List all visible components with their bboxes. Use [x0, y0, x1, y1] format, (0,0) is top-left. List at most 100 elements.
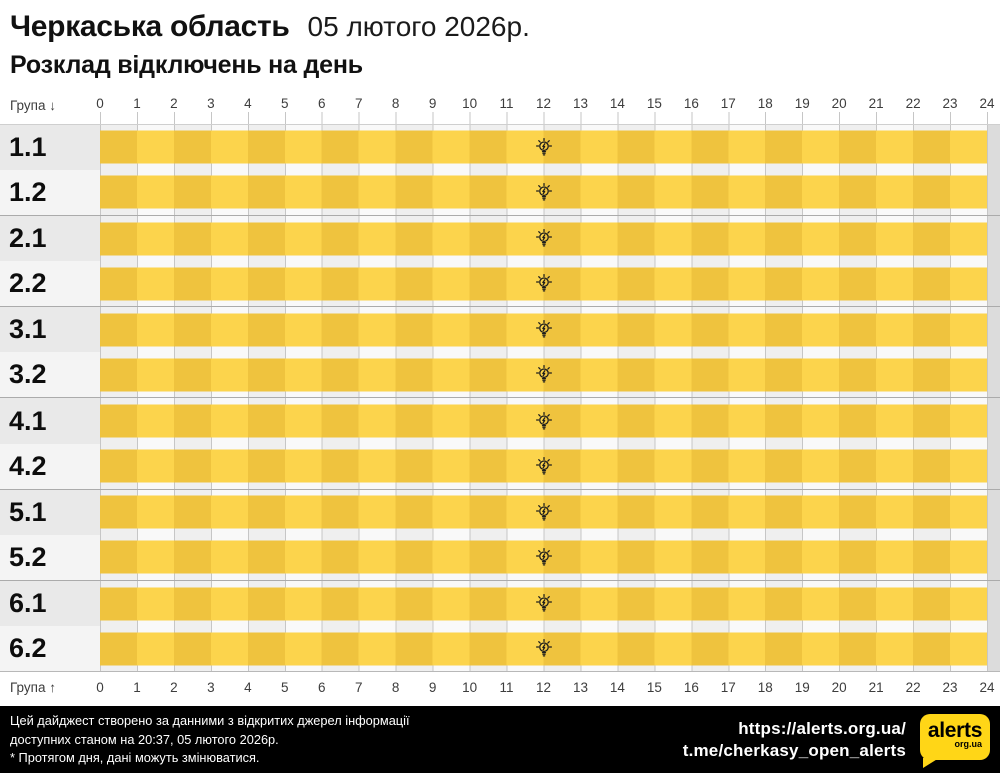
hour-tick-label: 2 [170, 680, 178, 696]
hour-tick-label: 3 [207, 95, 215, 111]
power-on-bar [100, 495, 987, 529]
hour-tick-label: 5 [281, 95, 289, 111]
hour-tick-label: 3 [207, 680, 215, 696]
hour-tick-label: 19 [794, 95, 810, 111]
lightbulb-icon [535, 319, 553, 340]
hour-tick-label: 5 [281, 680, 289, 696]
group-row: 6.2 [0, 626, 1000, 672]
group-label: 5.1 [0, 489, 100, 535]
timeline-track [100, 307, 987, 353]
timeline-track [100, 169, 987, 215]
group-label: 2.1 [0, 215, 100, 262]
hour-ticks [100, 111, 988, 124]
power-on-bar [100, 404, 987, 438]
hour-tick-label: 7 [354, 95, 363, 111]
group-row: 4.2 [0, 443, 1000, 490]
date-label: 05 лютого 2026р. [307, 11, 530, 42]
power-on-bar [100, 267, 987, 301]
lightbulb-icon [535, 502, 553, 523]
hour-tick-label: 9 [428, 95, 437, 111]
power-on-bar [100, 449, 987, 483]
group-label: 3.1 [0, 307, 100, 353]
hour-tick-label: 10 [462, 95, 478, 111]
page-subtitle: Розклад відключень на день [10, 51, 363, 79]
hour-tick-label: 16 [683, 95, 699, 111]
timeline-track [100, 398, 987, 444]
hour-tick-label: 4 [244, 680, 252, 696]
group-row: 2.1 [0, 215, 1000, 262]
power-on-bar [100, 130, 987, 164]
power-on-bar [100, 587, 987, 620]
hour-tick-label: 17 [720, 680, 736, 696]
telegram-url: t.me/cherkasy_open_alerts [682, 740, 906, 760]
hour-tick-label: 15 [646, 95, 662, 111]
alerts-logo: alerts org.ua [920, 713, 990, 768]
hour-tick-label: 14 [609, 680, 625, 696]
lightbulb-icon [535, 182, 553, 203]
power-on-bar [100, 540, 987, 574]
hour-tick-label: 23 [942, 95, 958, 111]
page-header: Черкаська область 05 лютого 2026р. Розкл… [0, 0, 1000, 96]
lightbulb-icon [535, 273, 553, 294]
group-row: 4.1 [0, 398, 1000, 444]
hour-tick-label: 24 [979, 680, 995, 696]
footer-note-line2: доступних станом на 20:37, 05 лютого 202… [10, 731, 279, 747]
group-label: 4.1 [0, 398, 100, 444]
hour-tick-label: 22 [905, 680, 921, 696]
timeline-track [100, 215, 987, 262]
speech-bubble-icon: alerts org.ua [920, 713, 990, 768]
hour-tick-label: 20 [831, 680, 847, 696]
group-row: 5.1 [0, 489, 1000, 535]
group-label: 1.2 [0, 169, 100, 215]
group-row: 3.1 [0, 307, 1000, 353]
footer: Цей дайджест створено за данними з відкр… [0, 706, 1000, 773]
schedule-rows: 1.1 [0, 124, 1000, 672]
hour-tick-label: 9 [428, 680, 437, 696]
logo-subtext: org.ua [954, 738, 982, 749]
power-on-bar [100, 632, 987, 666]
hour-tick-label: 20 [831, 95, 847, 111]
hour-labels-bottom: 0 1 2 3 4 5 6 7 8 9 10 11 12 13 14 15 16 17 18 19 20 21 22 23 24 [96, 672, 994, 706]
hour-tick-label: 1 [133, 95, 141, 111]
timeline-track [100, 534, 987, 580]
group-label: 6.1 [0, 580, 100, 627]
power-on-bar [100, 313, 987, 347]
hour-tick-label: 18 [757, 680, 773, 696]
timeline-track [100, 626, 987, 672]
hour-tick-label: 8 [391, 680, 400, 696]
group-label: 1.1 [0, 124, 100, 170]
timeline-track [100, 352, 987, 398]
hour-tick-label: 17 [720, 95, 736, 111]
hour-tick-label: 12 [535, 680, 552, 696]
hour-tick-label: 21 [868, 95, 884, 111]
group-row: 6.1 [0, 580, 1000, 627]
hour-tick-label: 1 [133, 680, 141, 696]
footer-note-line1: Цей дайджест створено за данними з відкр… [10, 713, 410, 729]
group-row: 3.2 [0, 352, 1000, 399]
lightbulb-icon [535, 456, 553, 477]
hour-axis-top: Група ↓ 0 1 2 3 4 5 6 7 8 9 10 11 12 13 14 15 16 17 18 19 20… [0, 96, 1000, 125]
lightbulb-icon [535, 547, 553, 568]
group-row: 2.2 [0, 261, 1000, 308]
footer-note-line3: * Протягом дня, дані можуть змінюватися. [10, 749, 260, 765]
power-on-bar [100, 175, 987, 209]
hour-tick-label: 6 [317, 680, 326, 696]
hour-tick-label: 6 [317, 95, 326, 111]
hour-tick-label: 24 [979, 95, 995, 111]
group-axis-label-top: Група ↓ [10, 97, 56, 113]
hour-tick-label: 7 [354, 680, 363, 696]
hour-tick-label: 14 [609, 95, 625, 111]
hour-tick-label: 2 [170, 95, 178, 111]
timeline-track [100, 443, 987, 489]
hour-tick-label: 11 [499, 680, 514, 696]
hour-tick-label: 13 [572, 680, 588, 696]
hour-tick-label: 18 [757, 95, 773, 111]
timeline-track [100, 489, 987, 535]
logo-text: alerts [927, 718, 983, 742]
region-title: Черкаська область [10, 10, 290, 43]
hour-tick-label: 15 [646, 680, 662, 696]
hour-tick-label: 0 [96, 95, 104, 111]
group-label: 5.2 [0, 534, 100, 580]
lightbulb-icon [535, 638, 553, 659]
hour-tick-label: 22 [905, 95, 921, 111]
